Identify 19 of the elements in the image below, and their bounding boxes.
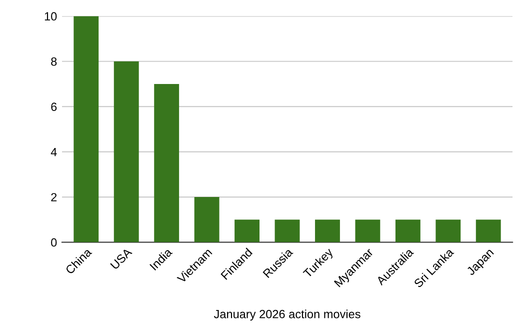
bar [74,16,99,242]
bar [114,61,139,242]
bar [355,220,380,242]
bar [274,220,300,242]
bar [194,197,220,242]
y-tick-label: 0 [51,238,57,247]
y-tick-label: 4 [50,148,57,156]
bar [315,220,340,242]
y-tick-label: 10 [44,12,57,21]
x-axis-title: January 2026 action movies [214,310,360,321]
bar [436,220,461,242]
y-tick-label: 8 [51,57,57,66]
bar [154,84,180,242]
bar [476,220,501,242]
x-tick-label: USA [110,247,132,270]
bar [395,220,420,242]
y-tick-label: 2 [51,193,57,202]
bar [234,220,260,242]
y-tick-label: 6 [51,102,57,111]
